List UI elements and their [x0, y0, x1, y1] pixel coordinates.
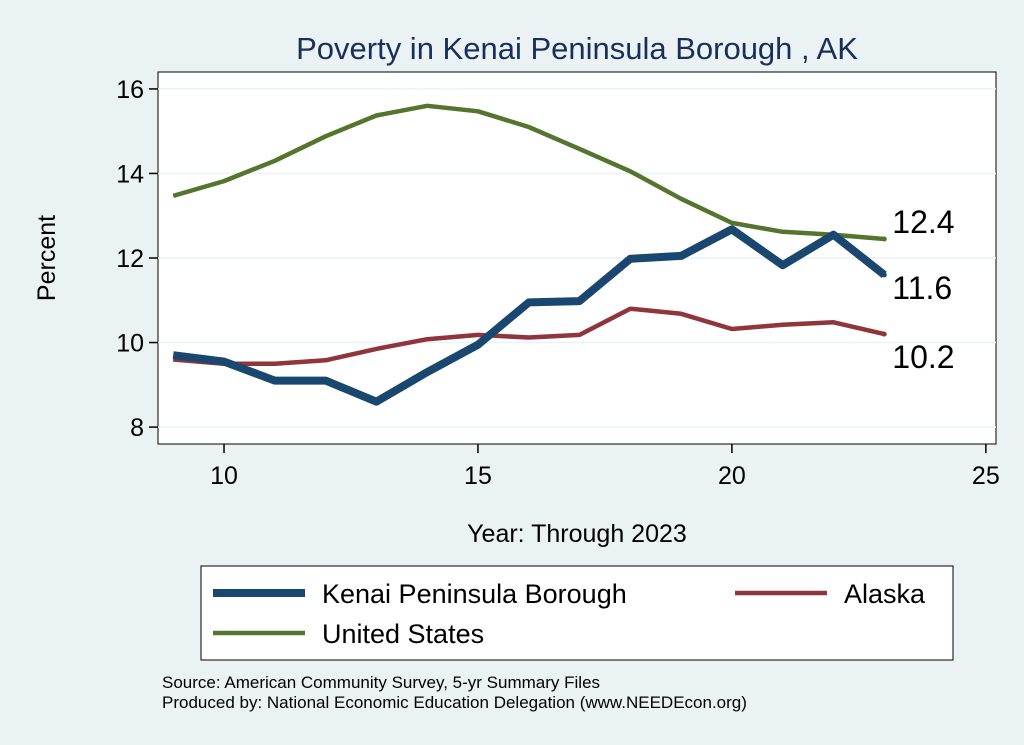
legend-box — [200, 565, 954, 661]
series-end-marker-united-states — [881, 236, 887, 242]
legend: Kenai Peninsula Borough Alaska United Stat… — [200, 565, 954, 661]
end-label-united-states: 12.4 — [892, 204, 954, 240]
y-tick-label-14: 14 — [116, 160, 144, 188]
axes: 8 10 12 14 16 10 15 20 25 — [116, 76, 1000, 490]
series-line-kenai-peninsula-borough — [172, 225, 887, 406]
x-tick-label-25: 25 — [972, 462, 1000, 490]
grid-lines — [158, 88, 996, 428]
series-lines — [172, 103, 887, 406]
end-label-kenai-peninsula-borough: 11.6 — [892, 270, 952, 306]
x-tick-label-10: 10 — [210, 462, 238, 490]
legend-label-alaska: Alaska — [844, 579, 926, 609]
legend-label-united-states: United States — [322, 619, 484, 649]
x-tick-label-20: 20 — [718, 462, 746, 490]
x-axis-title: Year: Through 2023 — [467, 520, 687, 548]
y-tick-label-16: 16 — [116, 76, 144, 104]
x-tick-label-15: 15 — [464, 462, 492, 490]
source-note: Source: American Community Survey, 5-yr … — [162, 673, 600, 692]
legend-label-kenai-peninsula-borough: Kenai Peninsula Borough — [322, 579, 627, 609]
producer-note: Produced by: National Economic Education… — [162, 693, 747, 712]
series-end-marker-alaska — [881, 331, 887, 337]
series-end-marker-kenai-peninsula-borough — [881, 272, 887, 278]
y-tick-label-8: 8 — [130, 414, 144, 442]
series-line-alaska — [173, 306, 885, 366]
y-tick-label-10: 10 — [116, 330, 144, 358]
series-line-united-states — [172, 103, 885, 242]
y-axis-title: Percent — [33, 215, 61, 301]
end-label-alaska: 10.2 — [892, 339, 954, 375]
y-tick-label-12: 12 — [116, 245, 144, 273]
end-labels: 11.6 10.2 12.4 — [892, 204, 954, 375]
chart-title: Poverty in Kenai Peninsula Borough , AK — [296, 31, 858, 66]
